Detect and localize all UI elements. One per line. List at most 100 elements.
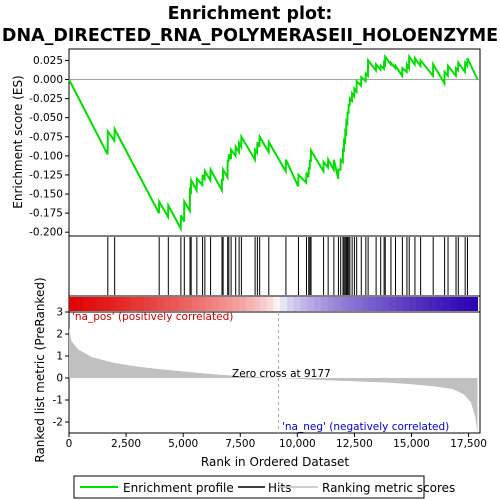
color-bar-segment [164, 297, 172, 311]
color-bar-segment [402, 297, 410, 311]
color-bar-segment [368, 297, 376, 311]
es-y-tick-label: -0.075 [29, 131, 63, 143]
legend-hits-label: Hits [268, 481, 291, 495]
es-y-tick-label: -0.100 [29, 150, 63, 162]
es-y-tick-label: -0.200 [29, 227, 63, 239]
color-bar-segment [75, 297, 84, 311]
x-tick-label: 15,000 [393, 438, 430, 450]
metric-y-tick-label: 3 [56, 307, 63, 319]
es-y-tick-label: 0.025 [33, 55, 63, 67]
color-bar-segment [300, 297, 308, 311]
es-y-axis-label: Enrichment score (ES) [11, 75, 25, 208]
color-bar-segment [143, 297, 152, 311]
color-bar-segment [69, 297, 77, 311]
x-axis-label: Rank in Ordered Dataset [201, 455, 349, 469]
color-bar-segment [157, 297, 165, 311]
metric-y-tick-label: 0 [56, 373, 63, 385]
color-bar-segment [89, 297, 97, 311]
color-bar-segment [205, 297, 213, 311]
color-bar-segment [327, 297, 336, 311]
es-y-axis: 0.025 0.000 -0.025 -0.050 -0.075 -0.100 -0.125… [29, 55, 69, 239]
color-bar-segment [218, 297, 227, 311]
es-panel [68, 48, 481, 237]
color-bar-segment [123, 297, 131, 311]
color-bar-segment [409, 297, 417, 311]
legend: Enrichment profile Hits Ranking metric s… [73, 475, 455, 499]
metric-y-axis: 3 2 1 0 -1 -2 [53, 307, 69, 429]
color-bar-segment [184, 297, 193, 311]
es-y-tick-label: 0.000 [33, 74, 63, 86]
color-bar-segment [259, 297, 267, 311]
color-bar-segment [457, 297, 465, 311]
color-bar-segment [286, 297, 295, 311]
x-tick-label: 17,500 [450, 438, 487, 450]
color-bar-segment [341, 297, 349, 311]
x-tick-label: 0 [66, 438, 73, 450]
color-bar-segment [191, 297, 199, 311]
color-bar-segment [429, 297, 438, 311]
color-bar-segment [463, 297, 472, 311]
zero-cross-label: Zero cross at 9177 [232, 368, 331, 380]
color-bar-segment [354, 297, 363, 311]
legend-metric-label: Ranking metric scores [322, 481, 455, 495]
color-bar-segment [375, 297, 383, 311]
metric-y-tick-label: 1 [56, 351, 63, 363]
color-bar-segment [293, 297, 301, 311]
color-bar-segment [388, 297, 397, 311]
metric-y-axis-label: Ranked list metric (PreRanked) [33, 277, 47, 462]
color-bar-segment [273, 297, 281, 311]
color-bar-segment [171, 297, 179, 311]
color-bar-segment [150, 297, 159, 311]
color-bar-segment [280, 297, 288, 311]
neg-correlated-label: 'na_neg' (negatively correlated) [282, 421, 449, 433]
x-tick-label: 12,500 [336, 438, 373, 450]
legend-es-label: Enrichment profile [123, 481, 234, 495]
chart-title-line1: Enrichment plot: [168, 4, 333, 24]
color-bar-segment [307, 297, 315, 311]
color-bar-segment [232, 297, 240, 311]
chart-title-line2: DNA_DIRECTED_RNA_POLYMERASEII_HOLOENZYME [2, 26, 498, 46]
color-bar-segment [252, 297, 261, 311]
color-bar-segment [395, 297, 404, 311]
es-y-tick-label: -0.125 [29, 169, 63, 181]
rank-color-bar [69, 297, 478, 311]
color-bar-segment [239, 297, 247, 311]
hits-panel [68, 235, 481, 297]
color-bar-segment [130, 297, 138, 311]
es-y-tick-label: -0.175 [29, 208, 63, 220]
color-bar-segment [314, 297, 322, 311]
es-y-tick-label: -0.050 [29, 112, 63, 124]
color-bar-segment [225, 297, 233, 311]
color-bar-segment [423, 297, 431, 311]
color-bar-segment [246, 297, 254, 311]
x-axis: 0 2,500 5,000 7,500 10,000 12,500 15,000 17,500 [66, 433, 487, 450]
color-bar-segment [450, 297, 458, 311]
color-bar-segment [470, 297, 478, 311]
metric-y-tick-label: 2 [56, 329, 63, 341]
color-bar-segment [137, 297, 145, 311]
color-bar-segment [334, 297, 342, 311]
x-tick-label: 2,500 [111, 438, 141, 450]
enrichment-profile-line [68, 53, 479, 233]
hit-markers [107, 237, 468, 295]
color-bar-segment [103, 297, 111, 311]
es-y-tick-label: -0.025 [29, 93, 63, 105]
es-y-tick-label: -0.150 [29, 189, 63, 201]
color-bar-segment [416, 297, 424, 311]
ranking-metric-area [69, 327, 478, 433]
color-bar-segment [382, 297, 390, 311]
color-bar-segment [443, 297, 451, 311]
metric-y-tick-label: -2 [53, 417, 63, 429]
pos-correlated-label: 'na_pos' (positively correlated) [72, 311, 233, 323]
color-bar-segment [211, 297, 220, 311]
color-bar-segment [361, 297, 370, 311]
color-bar-segment [82, 297, 90, 311]
x-tick-label: 5,000 [168, 438, 198, 450]
color-bar-segment [320, 297, 329, 311]
color-bar-segment [96, 297, 104, 311]
x-tick-label: 10,000 [279, 438, 316, 450]
color-bar-segment [198, 297, 206, 311]
color-bar-segment [266, 297, 274, 311]
color-bar-segment [436, 297, 444, 311]
